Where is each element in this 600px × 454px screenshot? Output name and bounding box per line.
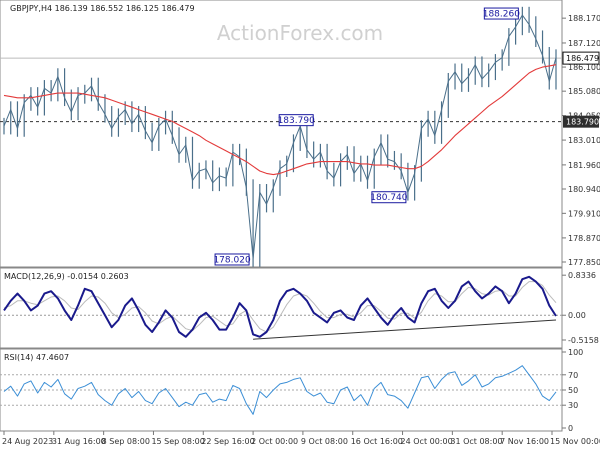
price-callout-box (278, 114, 314, 127)
price-y-tick-label: 184.050 (568, 112, 600, 121)
x-tick-label: 15 Sep 08:00 (151, 437, 204, 446)
x-tick-label: 7 Nov 16:00 (500, 437, 549, 446)
rsi-line (3, 365, 557, 415)
watermark: ActionForex.com (217, 21, 383, 45)
macd-line (3, 275, 557, 338)
macd-y-tick-label: 0.8336 (568, 271, 596, 280)
price-callout-box (483, 7, 519, 20)
macd-panel: MACD(12,26,9) -0.0154 0.2603 0.8336 0.00 -… (0, 267, 599, 349)
x-tick-label: 24 Aug 2023 (2, 437, 53, 446)
rsi-panel: RSI(14) 47.4607 100 70 50 30 0 (0, 348, 583, 433)
price-y-tick-label: 179.910 (568, 209, 600, 218)
macd-panel-title: MACD(12,26,9) -0.0154 0.2603 (4, 272, 129, 281)
price-y-tick-label: 178.870 (568, 234, 600, 243)
level-price-tag-label: 183.790 (566, 118, 599, 127)
rsi-y-tick-label: 30 (568, 401, 578, 410)
price-callout-box (371, 191, 407, 204)
macd-y-tick-label: -0.5158 (568, 336, 599, 345)
price-y-tick-label: 187.120 (568, 39, 600, 48)
price-y-tick-label: 181.960 (568, 161, 600, 170)
price-callout-label: 188.260 (483, 10, 520, 20)
rsi-y-tick-label: 70 (568, 371, 578, 380)
rsi-panel-title: RSI(14) 47.4607 (4, 353, 69, 362)
price-callout-box (214, 253, 250, 266)
x-tick-label: 31 Oct 08:00 (450, 437, 502, 446)
level-price-tag (563, 115, 599, 128)
x-tick-label: 9 Oct 08:00 (301, 437, 348, 446)
moving-average-line (3, 64, 557, 176)
price-callout-label: 183.790 (278, 116, 315, 126)
price-y-tick-label: 180.940 (568, 185, 600, 194)
rsi-y-tick-label: 50 (568, 386, 578, 395)
price-y-tick-label: 177.850 (568, 258, 600, 267)
x-tick-label: 15 Nov 00:00 (550, 437, 600, 446)
x-tick-label: 2 Oct 00:00 (251, 437, 298, 446)
x-tick-label: 31 Aug 16:00 (52, 437, 106, 446)
rsi-y-tick-label: 100 (568, 348, 583, 357)
rsi-y-tick-label: 0 (568, 424, 573, 433)
macd-y-tick-label: 0.00 (568, 311, 586, 320)
price-callout-label: 178.020 (213, 255, 250, 265)
x-tick-label: 8 Sep 08:00 (102, 437, 150, 446)
price-y-tick-label: 186.100 (568, 63, 600, 72)
current-price-tag (562, 51, 600, 65)
macd-trend-line (253, 319, 557, 340)
x-tick-label: 22 Sep 16:00 (201, 437, 254, 446)
price-panel: ActionForex.com 188.260 183.790 180.740 178… (0, 0, 600, 268)
price-y-tick-label: 183.010 (568, 136, 600, 145)
x-tick-label: 16 Oct 16:00 (351, 437, 403, 446)
price-panel-title: GBPJPY,H4 186.139 186.552 186.125 186.47… (10, 4, 195, 13)
price-line (3, 14, 557, 259)
macd-signal-line (3, 281, 557, 333)
price-callout-label: 180.740 (370, 193, 407, 203)
price-y-tick-label: 188.170 (568, 14, 600, 23)
price-y-tick-label: 185.080 (568, 87, 600, 96)
current-price-tag-label: 186.479 (566, 54, 599, 63)
x-tick-label: 24 Oct 00:00 (401, 437, 453, 446)
